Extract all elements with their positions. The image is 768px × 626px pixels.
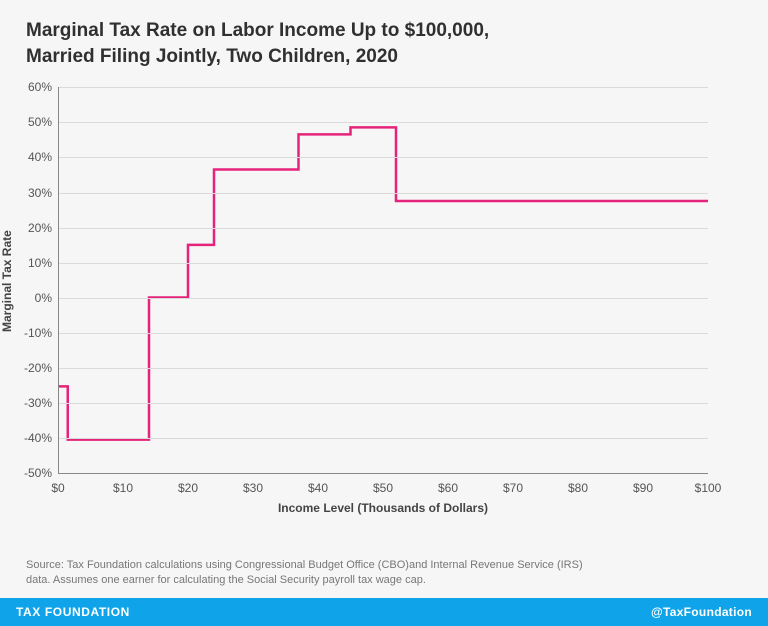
chart-area: Marginal Tax Rate Income Level (Thousand… [0,79,768,552]
x-tick-label: $30 [243,481,263,495]
y-tick-label: -20% [12,361,52,375]
y-tick-label: 50% [12,115,52,129]
title-line-1: Marginal Tax Rate on Labor Income Up to … [26,18,742,44]
footer-brand: TAX FOUNDATION [16,605,130,619]
gridline-horizontal [58,263,708,264]
y-axis-label: Marginal Tax Rate [0,230,14,332]
x-tick-label: $60 [438,481,458,495]
y-tick-label: 60% [12,80,52,94]
x-tick-label: $70 [503,481,523,495]
gridline-horizontal [58,438,708,439]
chart-title: Marginal Tax Rate on Labor Income Up to … [0,0,768,79]
y-tick-label: -40% [12,431,52,445]
plot-region [58,87,708,473]
y-tick-label: 0% [12,291,52,305]
x-tick-label: $0 [51,481,64,495]
series-line [58,87,708,473]
x-tick-label: $80 [568,481,588,495]
x-tick-label: $10 [113,481,133,495]
gridline-horizontal [58,333,708,334]
x-axis-label: Income Level (Thousands of Dollars) [58,501,708,515]
gridline-horizontal [58,403,708,404]
x-tick-label: $90 [633,481,653,495]
gridline-horizontal [58,368,708,369]
source-note: Source: Tax Foundation calculations usin… [0,552,768,598]
chart-card: Marginal Tax Rate on Labor Income Up to … [0,0,768,626]
y-tick-label: -50% [12,466,52,480]
x-axis-line [58,473,708,474]
source-line-2: data. Assumes one earner for calculating… [26,573,742,588]
x-tick-label: $40 [308,481,328,495]
footer-handle: @TaxFoundation [651,605,752,619]
footer-bar: TAX FOUNDATION @TaxFoundation [0,598,768,626]
gridline-horizontal [58,87,708,88]
x-tick-label: $100 [695,481,722,495]
gridline-horizontal [58,228,708,229]
source-line-1: Source: Tax Foundation calculations usin… [26,558,742,573]
x-tick-label: $50 [373,481,393,495]
y-tick-label: 10% [12,256,52,270]
gridline-horizontal [58,298,708,299]
y-tick-label: 20% [12,221,52,235]
y-tick-label: 40% [12,150,52,164]
y-tick-label: -30% [12,396,52,410]
gridline-horizontal [58,122,708,123]
gridline-horizontal [58,157,708,158]
y-tick-label: 30% [12,186,52,200]
x-tick-label: $20 [178,481,198,495]
title-line-2: Married Filing Jointly, Two Children, 20… [26,44,742,70]
y-axis-line [58,87,59,473]
y-tick-label: -10% [12,326,52,340]
gridline-horizontal [58,193,708,194]
